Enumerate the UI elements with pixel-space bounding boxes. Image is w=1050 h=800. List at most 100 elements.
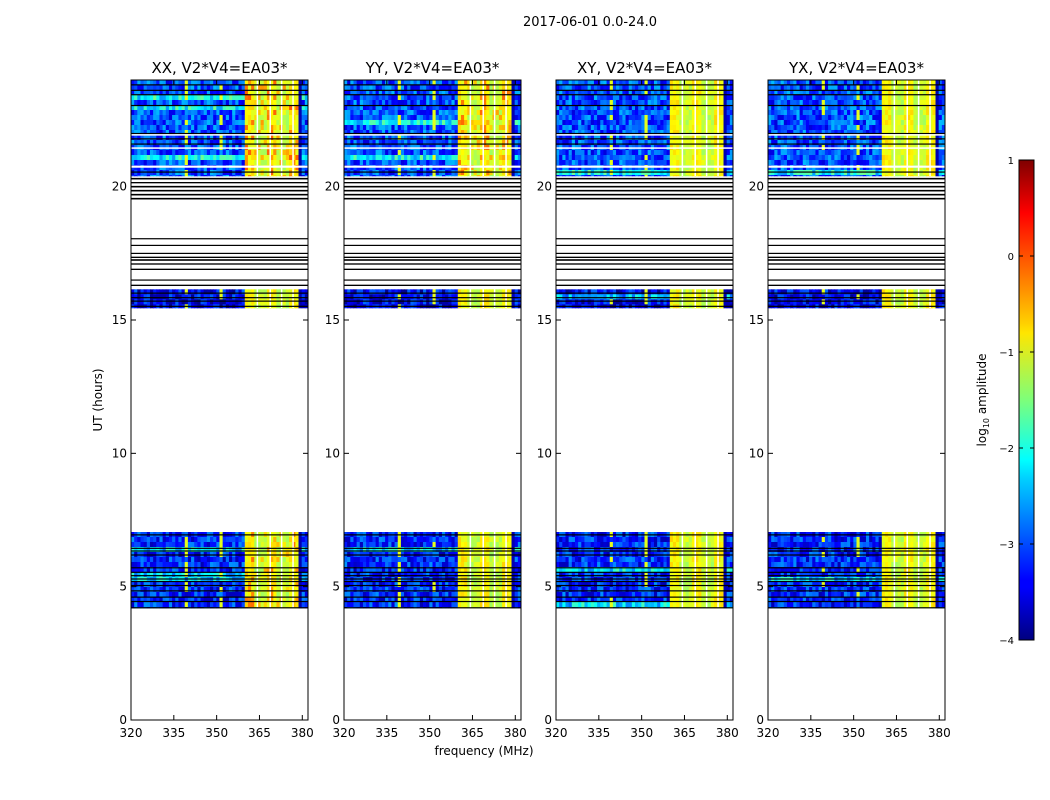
heatmap-cell [282, 577, 287, 583]
heatmap-cell [194, 587, 198, 593]
heatmap-cell [457, 110, 462, 116]
heatmap-cell [489, 95, 494, 101]
heatmap-cell [134, 289, 138, 295]
heatmap-cell [378, 150, 383, 156]
heatmap-cell [432, 567, 437, 573]
heatmap-cell [720, 557, 725, 563]
heatmap-cell [476, 592, 481, 598]
heatmap-cell [178, 542, 183, 548]
heatmap-cell [400, 160, 405, 166]
heatmap-cell [350, 577, 355, 583]
heatmap-cell [388, 120, 393, 126]
heatmap-cell [225, 567, 230, 573]
heatmap-cell [426, 115, 430, 121]
heatmap-cell [175, 175, 180, 177]
heatmap-cell [260, 567, 265, 573]
heatmap-cell [441, 150, 446, 156]
heatmap-cell [388, 289, 393, 295]
heatmap-cell [416, 125, 421, 131]
heatmap-cell [426, 80, 430, 86]
heatmap-cell [156, 567, 161, 573]
heatmap-cell [137, 135, 142, 141]
heatmap-cell [289, 155, 293, 161]
heatmap-cell [241, 150, 246, 156]
heatmap-cell [556, 537, 560, 543]
heatmap-cell [247, 542, 252, 548]
heatmap-cell [187, 572, 192, 578]
heatmap-cell [344, 597, 348, 603]
heatmap-cell [263, 100, 268, 106]
heatmap-cell [165, 577, 170, 583]
heatmap-cell [216, 597, 221, 603]
heatmap-cell [473, 602, 478, 608]
heatmap-cell [413, 547, 418, 553]
heatmap-cell [479, 125, 484, 131]
heatmap-cell [285, 567, 290, 573]
heatmap-cell [222, 130, 227, 136]
heatmap-cell [473, 110, 478, 116]
heatmap-cell [298, 115, 303, 121]
heatmap-cell [388, 155, 393, 161]
heatmap-cell [498, 547, 503, 553]
heatmap-cell [244, 294, 249, 300]
heatmap-cell [222, 110, 227, 116]
heatmap-cell [517, 587, 521, 593]
heatmap-cell [194, 90, 198, 96]
heatmap-cell [353, 105, 358, 111]
x-tick-label: 335 [162, 726, 185, 740]
heatmap-cell [213, 289, 217, 295]
heatmap-cell [175, 547, 180, 553]
heatmap-cell [454, 150, 459, 156]
heatmap-cell [134, 567, 138, 573]
heatmap-cell [225, 299, 230, 305]
heatmap-cell [479, 572, 484, 578]
heatmap-cell [140, 587, 145, 593]
heatmap-cell [285, 125, 290, 131]
heatmap-cell [266, 592, 271, 598]
heatmap-cell [508, 120, 513, 126]
heatmap-cell [479, 105, 484, 111]
heatmap-cell [676, 537, 680, 543]
heatmap-cell [486, 85, 490, 91]
heatmap-cell [657, 542, 661, 548]
heatmap-cell [285, 160, 290, 166]
heatmap-cell [244, 140, 249, 146]
heatmap-cell [498, 120, 503, 126]
heatmap-cell [344, 90, 348, 96]
heatmap-cell [464, 294, 468, 300]
heatmap-cell [448, 125, 453, 131]
heatmap-cell [423, 150, 427, 156]
flagged-band [131, 268, 308, 270]
heatmap-cell [369, 542, 374, 548]
heatmap-cell [505, 95, 509, 101]
heatmap-cell [464, 572, 468, 578]
heatmap-cell [257, 155, 262, 161]
heatmap-cell [238, 130, 243, 136]
heatmap-cell [407, 294, 411, 300]
heatmap-cell [200, 294, 205, 300]
heatmap-cell [514, 582, 519, 588]
heatmap-cell [197, 85, 202, 91]
heatmap-cell [347, 100, 351, 106]
heatmap-cell [168, 542, 173, 548]
heatmap-cell [254, 90, 259, 96]
heatmap-cell [347, 130, 351, 136]
heatmap-cell [298, 105, 303, 111]
heatmap-cell [289, 120, 293, 126]
heatmap-cell [429, 602, 434, 608]
heatmap-cell [172, 592, 176, 598]
heatmap-cell [476, 542, 481, 548]
heatmap-cell [489, 299, 494, 305]
heatmap-cell [359, 582, 364, 588]
heatmap-cell [404, 542, 408, 548]
flagged-band [344, 297, 521, 299]
heatmap-cell [137, 587, 142, 593]
heatmap-cell [285, 175, 290, 177]
heatmap-cell [254, 557, 259, 563]
heatmap-cell [720, 547, 725, 553]
heatmap-cell [419, 175, 424, 177]
heatmap-cell [270, 125, 274, 131]
heatmap-cell [362, 572, 367, 578]
heatmap-cell [717, 557, 721, 563]
heatmap-cell [467, 587, 472, 593]
